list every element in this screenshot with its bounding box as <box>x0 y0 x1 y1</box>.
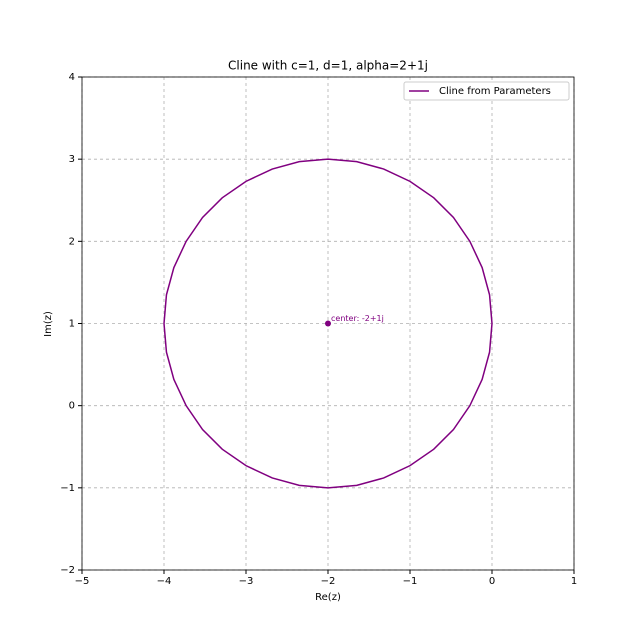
y-tick-label: −1 <box>60 483 75 494</box>
x-tick-label: 0 <box>489 576 495 587</box>
center-point <box>325 320 331 327</box>
x-tick-label: −3 <box>239 576 254 587</box>
y-tick-label: 1 <box>69 319 75 330</box>
y-tick-label: 4 <box>69 72 75 83</box>
x-tick-label: 1 <box>571 576 577 587</box>
x-tick-label: −5 <box>75 576 90 587</box>
center-annotation: center: -2+1j <box>331 314 384 323</box>
y-tick-label: 2 <box>69 236 75 247</box>
x-tick-label: −4 <box>157 576 172 587</box>
x-tick-label: −2 <box>321 576 336 587</box>
x-tick-label: −1 <box>403 576 418 587</box>
cline <box>163 158 493 489</box>
y-axis-label: Im(z) <box>43 311 54 337</box>
plot-frame <box>81 76 575 571</box>
y-tick-label: 3 <box>69 154 75 165</box>
chart-title: Cline with c=1, d=1, alpha=2+1j <box>228 59 428 73</box>
legend-box <box>403 81 570 101</box>
x-axis-label: Re(z) <box>315 592 341 603</box>
legend-label: Cline from Parameters <box>439 86 551 97</box>
y-tick-label: 0 <box>69 401 75 412</box>
y-tick-label: −2 <box>60 565 75 576</box>
